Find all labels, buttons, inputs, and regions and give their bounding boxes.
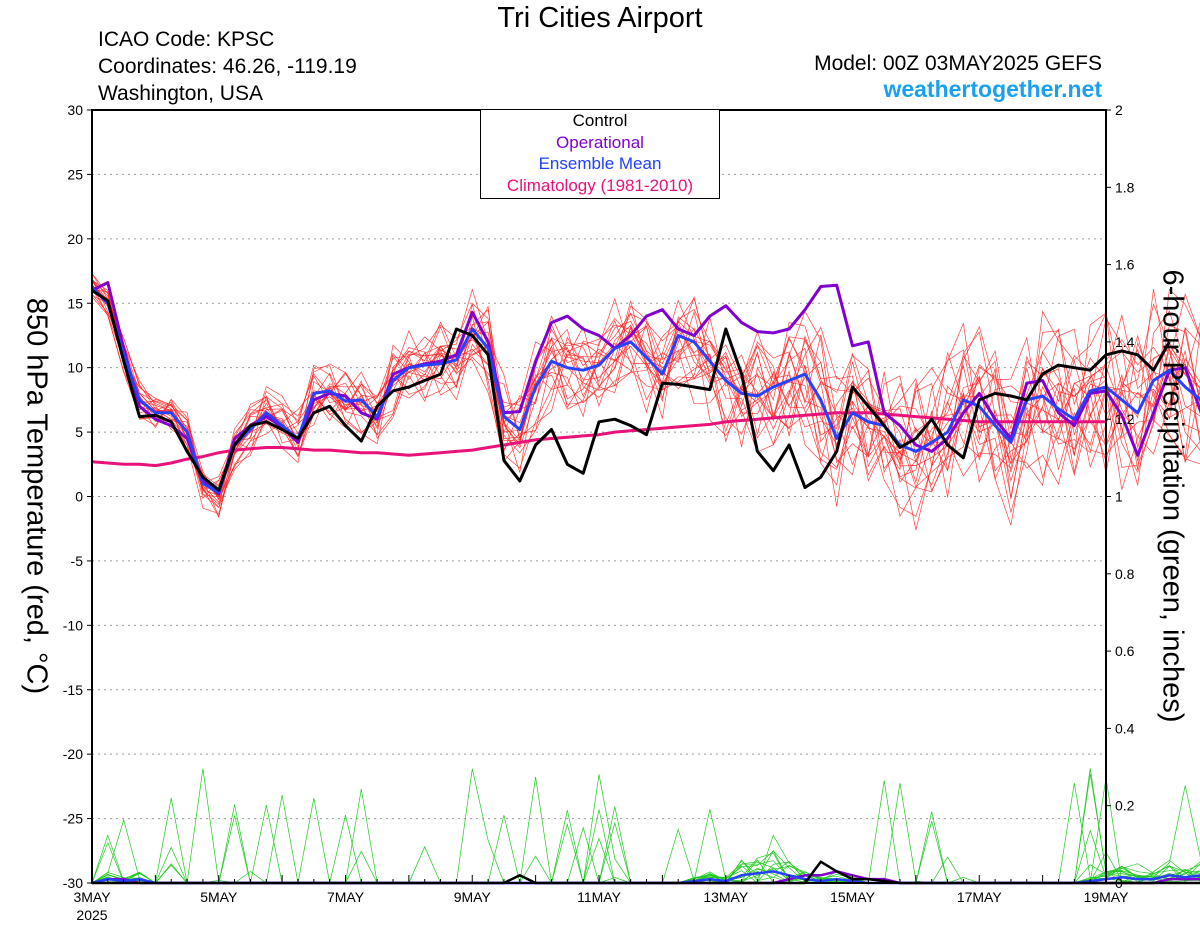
chart-title: Tri Cities Airport	[497, 2, 703, 34]
x-tick-label: 13MAY	[703, 889, 749, 905]
right-tick-label: 1.4	[1115, 334, 1135, 350]
ensemble-member-line	[91, 288, 1200, 498]
x-tick-label: 3MAY	[73, 889, 111, 905]
left-tick-label: 10	[67, 360, 83, 376]
left-axis-label: 850 hPa Temperature (red, °C)	[20, 297, 53, 695]
right-tick-label: 1.6	[1115, 257, 1135, 273]
left-tick-label: 5	[75, 424, 83, 440]
left-tick-label: 0	[75, 489, 83, 505]
right-tick-label: 1	[1115, 489, 1123, 505]
temp-series-climatology-	[91, 411, 1106, 468]
legend-ensemble-mean: Ensemble Mean	[538, 154, 662, 173]
precip-member-line	[91, 822, 1200, 884]
precip-member-line	[91, 776, 1200, 884]
left-tick-label: -20	[63, 746, 83, 762]
x-tick-label: 17MAY	[957, 889, 1003, 905]
right-tick-label: 0.8	[1115, 566, 1135, 582]
icao-code: ICAO Code: KPSC	[98, 28, 275, 51]
precip-series-control	[92, 860, 1200, 885]
right-tick-label: 0.4	[1115, 720, 1135, 736]
x-tick-label: 7MAY	[327, 889, 365, 905]
right-tick-label: 2	[1115, 102, 1123, 118]
left-tick-label: -30	[63, 875, 83, 891]
precip-member-line	[91, 768, 1200, 884]
precip-member-line	[91, 805, 1200, 884]
left-tick-label: 20	[67, 231, 83, 247]
left-tick-label: -5	[71, 553, 84, 569]
precip-member-line	[91, 815, 1200, 884]
x-tick-label: 9MAY	[454, 889, 492, 905]
x-tick-label: 15MAY	[830, 889, 876, 905]
ensemble-member-line	[91, 279, 1200, 518]
left-tick-label: -25	[63, 811, 83, 827]
x-tick-label: 19MAY	[1084, 889, 1130, 905]
left-tick-label: -10	[63, 617, 83, 633]
year-label: 2025	[76, 907, 107, 923]
temp-series-operational	[91, 281, 1200, 496]
right-tick-label: 1.8	[1115, 179, 1135, 195]
model-run: Model: 00Z 03MAY2025 GEFS	[814, 52, 1102, 75]
precip-member-line	[91, 768, 1200, 884]
precip-member-line	[91, 821, 1200, 884]
x-tick-label: 5MAY	[200, 889, 238, 905]
ensemble-member-line	[91, 288, 1200, 503]
legend-control: Control	[572, 111, 628, 130]
coordinates: Coordinates: 46.26, -119.19	[98, 55, 357, 78]
location: Washington, USA	[98, 82, 263, 105]
precip-member-line	[91, 774, 1200, 884]
right-tick-label: 0	[1115, 875, 1123, 891]
right-tick-label: 1.2	[1115, 411, 1135, 427]
ensemble-member-line	[91, 273, 1200, 513]
right-axis-label: 6-hour Precipitation (green, inches)	[1156, 269, 1189, 723]
left-tick-label: 30	[67, 102, 83, 118]
legend-climatology: Climatology (1981-2010)	[506, 175, 694, 195]
precip-member-line	[91, 810, 1200, 884]
site-link[interactable]: weathertogether.net	[883, 76, 1102, 102]
right-tick-label: 0.2	[1115, 798, 1135, 814]
precip-member-line	[91, 780, 1200, 884]
precip-member-line	[91, 794, 1200, 884]
precip-member-line	[91, 777, 1200, 884]
left-tick-label: 15	[67, 295, 83, 311]
left-tick-label: 25	[67, 166, 83, 182]
legend: Control Operational Ensemble Mean Climat…	[480, 109, 720, 199]
precip-member-line	[91, 768, 1200, 884]
left-tick-label: -15	[63, 682, 83, 698]
x-tick-label: 11MAY	[577, 889, 621, 905]
plot-frame	[91, 109, 1107, 884]
ensemble-member-line	[91, 279, 1200, 517]
right-tick-label: 0.6	[1115, 643, 1135, 659]
temp-series-control	[91, 289, 1171, 492]
legend-operational: Operational	[556, 132, 644, 152]
